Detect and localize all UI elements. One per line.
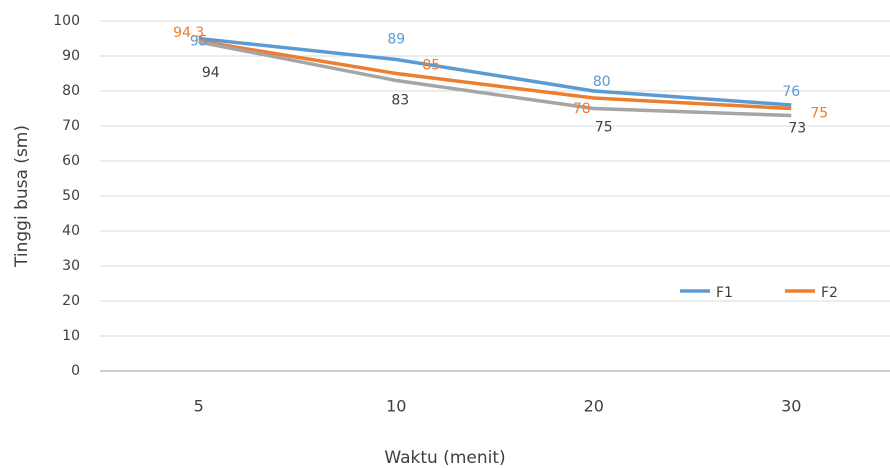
- x-tick-label: 20: [584, 397, 604, 416]
- series-line: [198, 40, 792, 118]
- y-tick-label: 90: [62, 48, 80, 64]
- data-label: 73: [788, 121, 806, 137]
- y-axis-title: Tinggi busa (sm): [12, 125, 32, 268]
- y-tick-label: 60: [62, 153, 80, 169]
- data-label: 80: [593, 74, 611, 90]
- x-tick-label: 30: [781, 397, 801, 416]
- legend-label: F1: [716, 285, 733, 301]
- y-tick-label: 50: [62, 188, 80, 204]
- data-label: 94.3: [173, 25, 204, 41]
- y-tick-label: 100: [53, 13, 80, 29]
- y-tick-label: 20: [62, 293, 80, 309]
- y-tick-label: 10: [62, 328, 80, 344]
- series-line: [198, 39, 792, 111]
- series-line: [198, 36, 792, 107]
- data-label: 94: [202, 65, 220, 81]
- data-label: 75: [810, 106, 828, 122]
- y-tick-label: 30: [62, 258, 80, 274]
- y-tick-label: 40: [62, 223, 80, 239]
- data-label: 75: [595, 120, 613, 136]
- x-tick-label: 5: [194, 397, 204, 416]
- y-tick-label: 0: [71, 363, 80, 379]
- data-label: 83: [391, 93, 409, 109]
- x-tick-label: 10: [386, 397, 406, 416]
- data-label: 89: [387, 32, 405, 48]
- y-tick-label: 80: [62, 83, 80, 99]
- data-label: 78: [573, 101, 591, 117]
- legend-label: F2: [821, 285, 838, 301]
- data-label: 85: [422, 58, 440, 74]
- data-label: 95: [190, 34, 208, 50]
- y-tick-label: 70: [62, 118, 80, 134]
- x-axis-title: Waktu (menit): [384, 448, 505, 468]
- data-label: 76: [782, 84, 800, 100]
